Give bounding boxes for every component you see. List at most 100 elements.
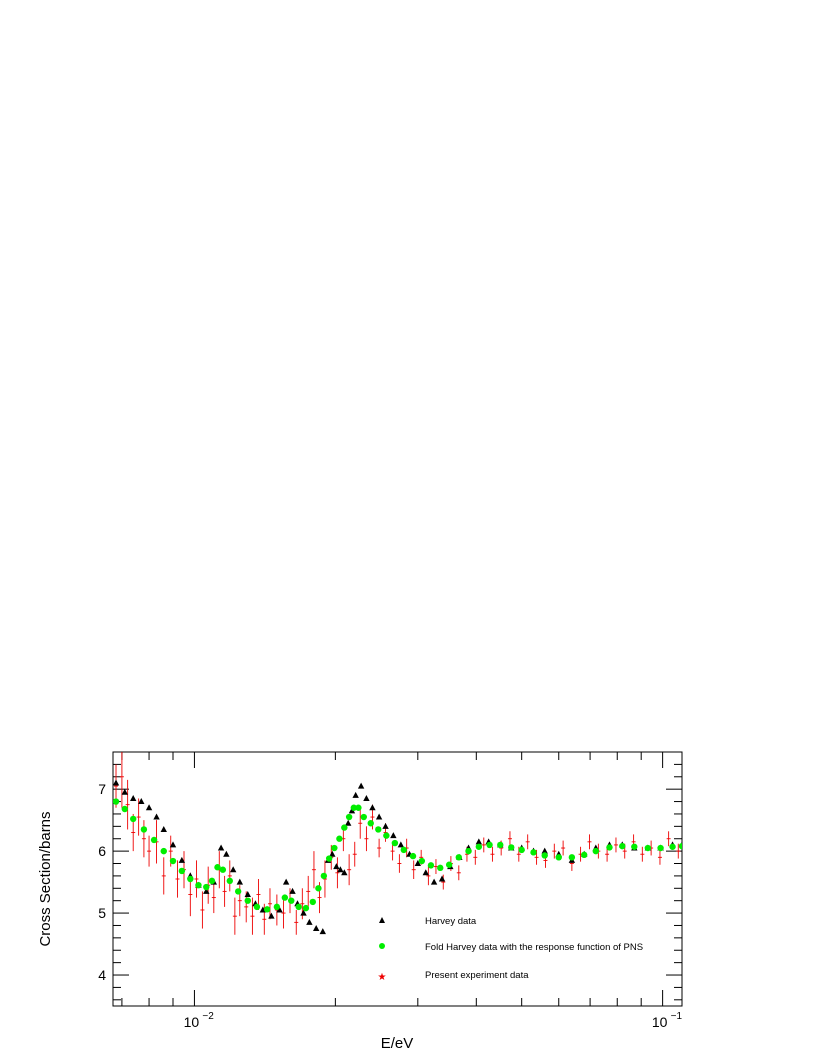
harvey-point: [282, 878, 290, 885]
fold-point: [383, 832, 390, 839]
legend-marker-experiment: ★: [378, 972, 387, 983]
fold-point: [187, 875, 194, 883]
y-axis-title: Cross Section/barns: [37, 811, 54, 946]
harvey-point: [422, 869, 429, 876]
harvey-point: [397, 841, 405, 848]
fold-point: [581, 851, 588, 859]
fold-point: [409, 852, 417, 860]
harvey-point: [153, 813, 160, 820]
fold-point: [263, 906, 271, 913]
harvey-point: [369, 804, 376, 811]
fold-point: [309, 898, 317, 906]
fold-point: [669, 843, 676, 850]
fold-point: [178, 867, 186, 875]
legend-marker-harvey: [379, 917, 385, 923]
fold-point: [336, 835, 343, 842]
fold-point: [341, 824, 348, 831]
harvey-point: [352, 791, 359, 798]
fold-point: [331, 844, 338, 852]
harvey-point: [312, 925, 320, 932]
fold-point: [568, 854, 576, 861]
harvey-point: [113, 779, 120, 786]
x-tick-label-exponent: −2: [202, 1011, 214, 1022]
fold-point: [150, 836, 158, 844]
y-tick-label: 6: [98, 843, 106, 859]
fold-point: [355, 804, 362, 811]
fold-point: [367, 820, 374, 827]
fold-point: [273, 903, 281, 911]
harvey-point: [145, 804, 153, 811]
fold-point: [400, 846, 407, 854]
harvey-point: [121, 788, 128, 795]
harvey-point: [475, 838, 483, 845]
fold-point: [219, 866, 227, 873]
harvey-point: [333, 863, 340, 870]
fold-point: [345, 813, 353, 821]
fold-point: [592, 847, 600, 855]
fold-point: [360, 813, 367, 821]
fold-point: [375, 826, 382, 833]
harvey-point: [306, 918, 313, 925]
harvey-point: [414, 860, 422, 867]
fold-point: [226, 877, 234, 885]
fold-point: [140, 826, 148, 833]
fold-point: [203, 883, 210, 891]
fold-point: [288, 897, 295, 904]
y-tick-label: 5: [98, 905, 106, 921]
fold-point: [437, 864, 444, 872]
fold-point: [244, 897, 251, 904]
x-tick-label-exponent: −1: [671, 1011, 683, 1022]
harvey-point: [375, 813, 383, 820]
harvey-point: [203, 887, 210, 894]
harvey-point: [217, 844, 225, 851]
fold-point: [214, 864, 221, 871]
legend-label-harvey: Harvey data: [425, 916, 477, 927]
harvey-point: [138, 798, 145, 805]
fold-point: [631, 843, 638, 850]
fold-point: [320, 872, 328, 880]
fold-point: [130, 815, 137, 823]
harvey-point: [382, 822, 389, 829]
harvey-point: [344, 819, 352, 826]
fold-point: [555, 854, 562, 861]
harvey-point: [276, 906, 283, 913]
fold-point: [508, 844, 515, 851]
fold-point: [302, 904, 310, 912]
fold-point: [644, 844, 652, 852]
fold-point: [160, 847, 167, 855]
fold-point: [427, 862, 435, 869]
harvey-point: [430, 878, 438, 885]
legend: Harvey data Fold Harvey data with the re…: [378, 916, 644, 983]
x-axis-title: E/eV: [381, 1035, 414, 1052]
fold-point: [619, 842, 626, 850]
harvey-point: [223, 850, 230, 857]
fold-point: [465, 847, 472, 855]
fold-point: [518, 846, 525, 854]
x-tick-label-base: 10: [652, 1014, 668, 1030]
axis-ticks: [113, 751, 682, 1006]
harvey-point: [357, 782, 365, 789]
fold-point: [475, 843, 483, 850]
fold-point: [541, 852, 548, 859]
harvey-point: [229, 866, 237, 873]
fold-point: [325, 855, 333, 862]
series-layer: [113, 752, 682, 935]
fold-point: [657, 844, 664, 852]
harvey-point: [289, 887, 296, 894]
harvey-point: [438, 875, 446, 882]
fold-point: [295, 903, 302, 911]
x-tick-label-base: 10: [184, 1014, 200, 1030]
fold-point: [486, 841, 493, 849]
fold-point: [678, 842, 682, 850]
harvey-point: [178, 856, 186, 863]
harvey-point: [337, 866, 344, 873]
fold-point: [315, 885, 322, 892]
legend-marker-fold: [379, 943, 385, 949]
fold-point: [418, 857, 426, 865]
legend-label-experiment: Present experiment data: [425, 970, 529, 981]
harvey-point: [169, 841, 177, 848]
fold-point: [391, 839, 399, 847]
harvey-point: [244, 890, 251, 897]
fold-point: [350, 804, 358, 811]
